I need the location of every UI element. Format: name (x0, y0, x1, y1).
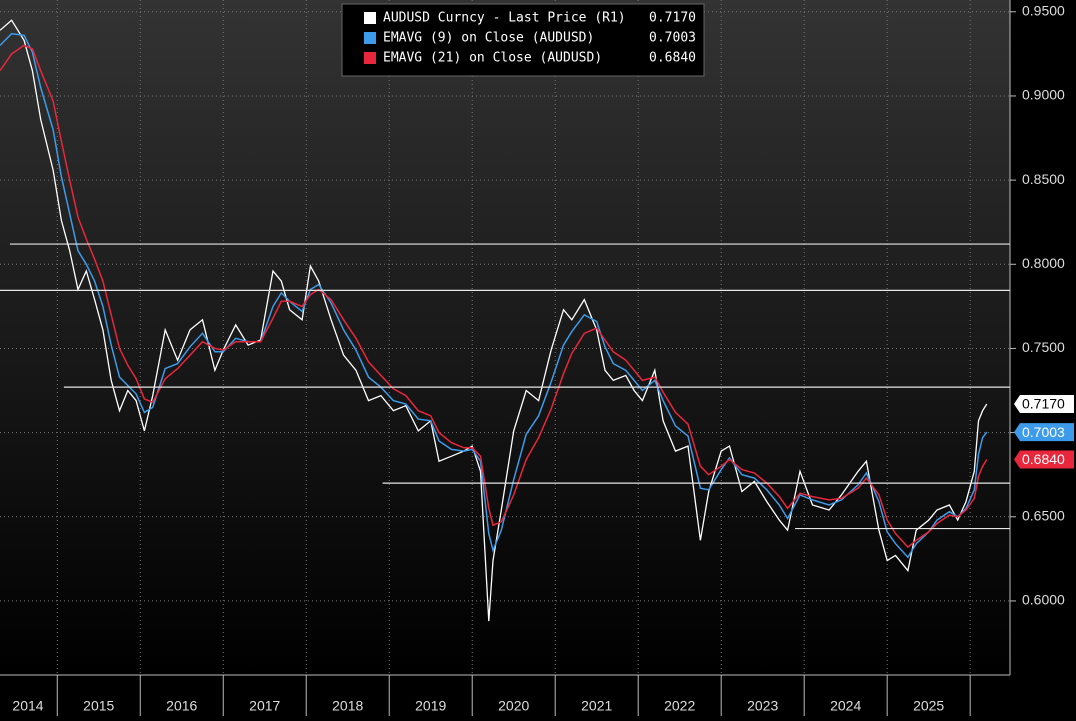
x-tick-label: 2019 (415, 698, 446, 714)
series-line (0, 19, 988, 622)
y-tick-label: 0.7500 (1022, 339, 1065, 355)
legend-label: EMAVG (21) on Close (AUDUSD) (383, 51, 602, 66)
x-tick-label: 2022 (664, 698, 695, 714)
legend-swatch (364, 32, 376, 44)
legend-label: AUDUSD Curncy - Last Price (R1) (383, 11, 626, 26)
last-value-box (1014, 394, 1074, 413)
legend-box (341, 3, 705, 77)
last-value-label: 0.7170 (1022, 396, 1065, 412)
last-value-box (1014, 450, 1074, 469)
legend-label: EMAVG (9) on Close (AUDUSD) (383, 31, 594, 46)
last-value-label: 0.6840 (1022, 451, 1065, 467)
x-tick-label: 2014 (12, 698, 43, 714)
last-value-label: 0.7003 (1022, 424, 1065, 440)
x-tick-label: 2015 (83, 698, 114, 714)
y-tick-label: 0.8500 (1022, 171, 1065, 187)
legend-swatch (364, 52, 376, 64)
series-line (0, 44, 988, 549)
x-tick-label: 2018 (332, 698, 363, 714)
legend-value: 0.7003 (649, 31, 696, 46)
last-value-tag: 0.6840 (1014, 450, 1074, 469)
y-tick-label: 0.6000 (1022, 592, 1065, 608)
legend-value: 0.6840 (649, 51, 696, 66)
y-tick-label: 0.8000 (1022, 255, 1065, 271)
x-tick-label: 2020 (498, 698, 529, 714)
last-value-tag: 0.7170 (1014, 394, 1074, 413)
y-tick-label: 0.9000 (1022, 87, 1065, 103)
x-tick-label: 2023 (747, 698, 778, 714)
legend-value: 0.7170 (649, 11, 696, 26)
x-tick-label: 2025 (913, 698, 944, 714)
legend: AUDUSD Curncy - Last Price (R1) 0.7170 EMA… (341, 3, 705, 77)
x-tick-label: 2024 (830, 698, 861, 714)
y-tick-label: 0.9500 (1022, 2, 1065, 18)
x-tick-label: 2016 (166, 698, 197, 714)
last-value-box (1014, 423, 1074, 442)
last-value-tag: 0.7003 (1014, 423, 1074, 442)
plot-background (0, 0, 1010, 675)
x-tick-label: 2017 (249, 698, 280, 714)
legend-swatch (364, 12, 376, 24)
y-tick-label: 0.6500 (1022, 507, 1065, 523)
axis-background (1010, 0, 1076, 716)
x-tick-label: 2021 (581, 698, 612, 714)
